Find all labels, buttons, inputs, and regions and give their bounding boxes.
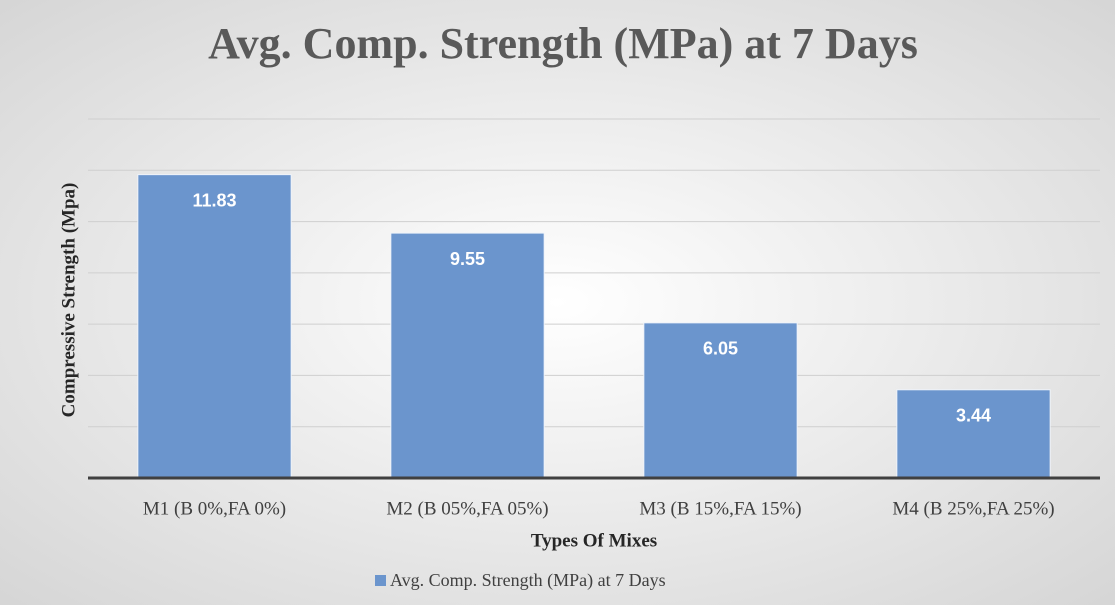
- x-tick-label: M2 (B 05%,FA 05%): [386, 498, 548, 519]
- bar: [137, 174, 292, 479]
- data-label: 11.83: [192, 190, 236, 210]
- x-tick-label: M1 (B 0%,FA 0%): [143, 498, 286, 519]
- data-label: 6.05: [703, 339, 738, 359]
- legend-label: Avg. Comp. Strength (MPa) at 7 Days: [390, 570, 666, 591]
- y-axis-title: Compressive Strength (Mpa): [58, 183, 79, 418]
- x-tick-label: M4 (B 25%,FA 25%): [892, 498, 1054, 519]
- bar: [390, 232, 545, 479]
- x-axis-title: Types Of Mixes: [531, 530, 657, 551]
- data-label: 3.44: [956, 406, 991, 426]
- x-tick-label: M3 (B 15%,FA 15%): [639, 498, 801, 519]
- legend-swatch: [375, 575, 386, 586]
- bar: [896, 389, 1051, 479]
- data-label: 9.55: [450, 249, 485, 269]
- bar: [643, 322, 798, 479]
- chart-title: Avg. Comp. Strength (MPa) at 7 Days: [208, 19, 918, 68]
